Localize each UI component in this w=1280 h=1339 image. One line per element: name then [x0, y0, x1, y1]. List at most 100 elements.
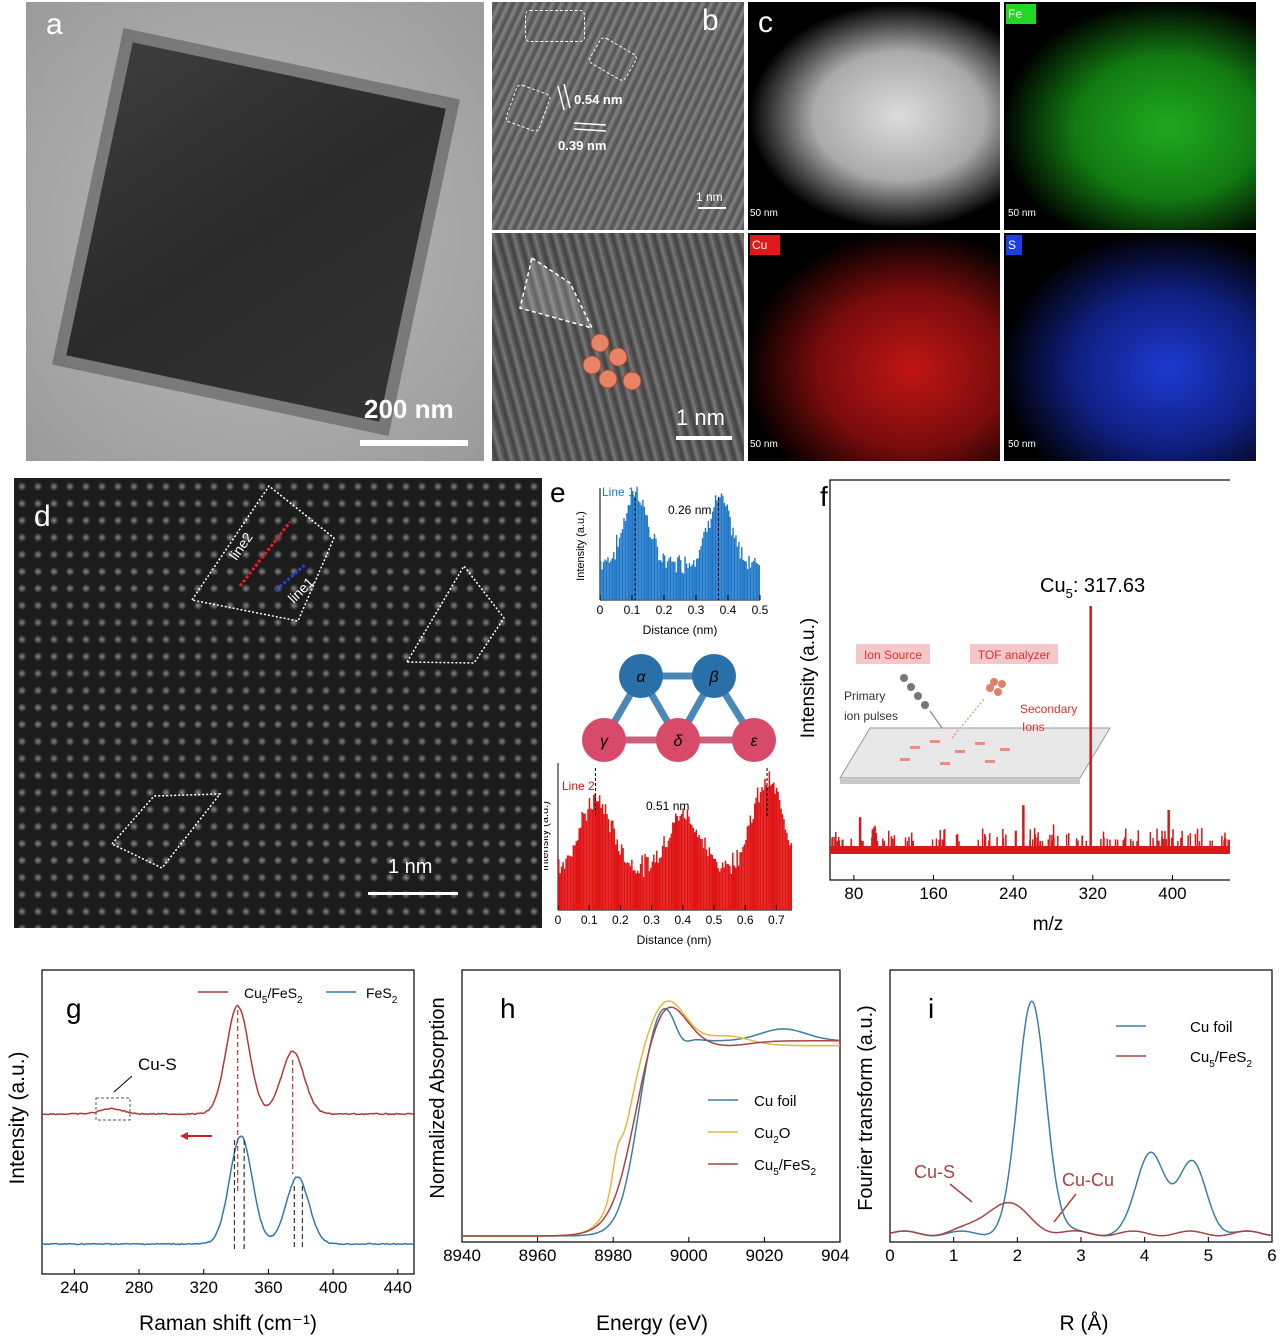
spectrum-bar	[1198, 841, 1201, 846]
profile-bar	[588, 798, 591, 910]
x-tick-label: 0	[555, 913, 562, 927]
profile-bar	[604, 804, 607, 910]
profile-bar	[732, 852, 734, 910]
dist1-annotation: 0.26 nm	[668, 503, 711, 517]
spectrum-bar	[1177, 840, 1179, 846]
spectrum-bar	[842, 839, 844, 846]
profile-bar	[614, 559, 616, 600]
x-tick-label: 8960	[519, 1246, 557, 1265]
profile-bar	[711, 854, 714, 910]
profile-bar	[587, 809, 589, 910]
profile-bar	[636, 870, 639, 910]
atom-label-gamma: γ	[600, 733, 609, 750]
profile-bar	[741, 547, 743, 600]
profile-bar	[656, 546, 659, 600]
profile-bar	[704, 527, 707, 600]
profile-bar	[682, 573, 685, 600]
profile-bar	[712, 511, 714, 600]
x-tick-label: 440	[384, 1278, 412, 1297]
profile-bar	[630, 494, 632, 600]
profile-bar	[790, 843, 793, 910]
spectrum-bar	[1015, 830, 1017, 846]
spectrum-bar	[1152, 838, 1154, 846]
x-tick-label: 240	[60, 1278, 88, 1297]
profile-bar	[669, 837, 671, 910]
profile-bar	[642, 876, 645, 910]
spectrum-bar	[1189, 833, 1191, 846]
profile-bar	[679, 815, 681, 910]
legend-fes2: FeS2	[366, 985, 398, 1006]
profile-bar	[577, 840, 579, 910]
profile-bar	[584, 813, 586, 910]
profile-bar	[746, 826, 749, 910]
xanes-cu5fes2-line	[462, 1006, 840, 1237]
x-tick-label: 0.5	[706, 913, 723, 927]
scale-label-a: 200 nm	[364, 394, 454, 424]
profile-bar	[694, 832, 696, 910]
profile-bar	[663, 836, 665, 910]
i-ylabel: Fourier transform (a.u.)	[855, 1005, 877, 1211]
line1-profile-plot: Intensity (a.u.) Distance (nm) Line 1 0.…	[575, 485, 769, 637]
tof-schematic-inset: Ion Source TOF analyzer Primary ion puls…	[839, 644, 1111, 784]
profile-bar	[745, 561, 747, 600]
profile-bar	[751, 562, 753, 600]
spectrum-bar	[1164, 831, 1166, 846]
profile-bar	[582, 813, 585, 910]
x-tick-label: 0.5	[752, 603, 769, 617]
profile-bar	[685, 819, 687, 910]
profile-bar	[691, 825, 693, 910]
profile-bar	[613, 551, 615, 600]
x-tick-label: 3	[1076, 1246, 1085, 1265]
cu5-peak-label: Cu5: 317.63	[1040, 575, 1145, 601]
spectrum-bar	[939, 829, 941, 846]
profile-bar	[749, 815, 752, 910]
spectrum-bar	[942, 839, 944, 846]
profile-bar	[615, 844, 617, 910]
profile-bar	[775, 787, 778, 910]
raman-cu5fes2-line	[41, 1004, 415, 1116]
profile-bar	[639, 864, 642, 910]
spectrum-bar	[1223, 837, 1226, 846]
profile-bar	[686, 809, 689, 910]
x-tick-label: 9000	[670, 1246, 708, 1265]
profile-bar	[623, 861, 626, 910]
profile-bar	[635, 873, 638, 910]
profile-bar	[696, 558, 698, 600]
spectrum-bar	[1132, 840, 1134, 846]
profile-bar	[650, 538, 653, 600]
profile-bar	[661, 845, 664, 910]
s-map: S 50 nm	[1004, 233, 1256, 461]
dashed-box	[525, 10, 585, 42]
x-tick-label: 9020	[745, 1246, 783, 1265]
profile-bar	[705, 849, 708, 910]
profile-bar	[617, 546, 619, 600]
x-tick-label: 160	[919, 884, 947, 903]
spectrum-bar	[956, 833, 959, 846]
spectrum-bar	[1221, 835, 1223, 846]
h-ylabel: Normalized Absorption	[427, 997, 449, 1198]
panel-h-xanes: h Normalized Absorption Energy (eV) Cu f…	[427, 969, 850, 1335]
profile-bar	[646, 515, 648, 600]
spectrum-bar	[1002, 838, 1005, 846]
profile-bar	[610, 820, 613, 910]
profile-bar	[683, 818, 686, 910]
spectrum-bar	[1051, 834, 1053, 846]
profile-bar	[748, 555, 750, 600]
spectrum-bar	[862, 841, 864, 846]
profile-bar	[660, 857, 662, 910]
x-tick-label: 9040	[821, 1246, 850, 1265]
spectrum-bar	[1029, 829, 1032, 846]
profile-bar	[778, 800, 781, 910]
profile-bar	[668, 558, 670, 600]
spectrum-bar	[1002, 829, 1004, 846]
scale-bar-b-bottom	[676, 436, 732, 440]
atom-epsilon	[732, 718, 776, 762]
profile-bar	[710, 853, 712, 910]
f-xlabel: m/z	[1033, 914, 1064, 935]
x-tick-label: 0.1	[624, 603, 641, 617]
profile-bar	[629, 504, 631, 600]
spectrum-bar	[1052, 824, 1055, 846]
profile-bar	[752, 560, 755, 600]
profile-bar	[566, 855, 569, 910]
profile-bar	[610, 560, 612, 600]
